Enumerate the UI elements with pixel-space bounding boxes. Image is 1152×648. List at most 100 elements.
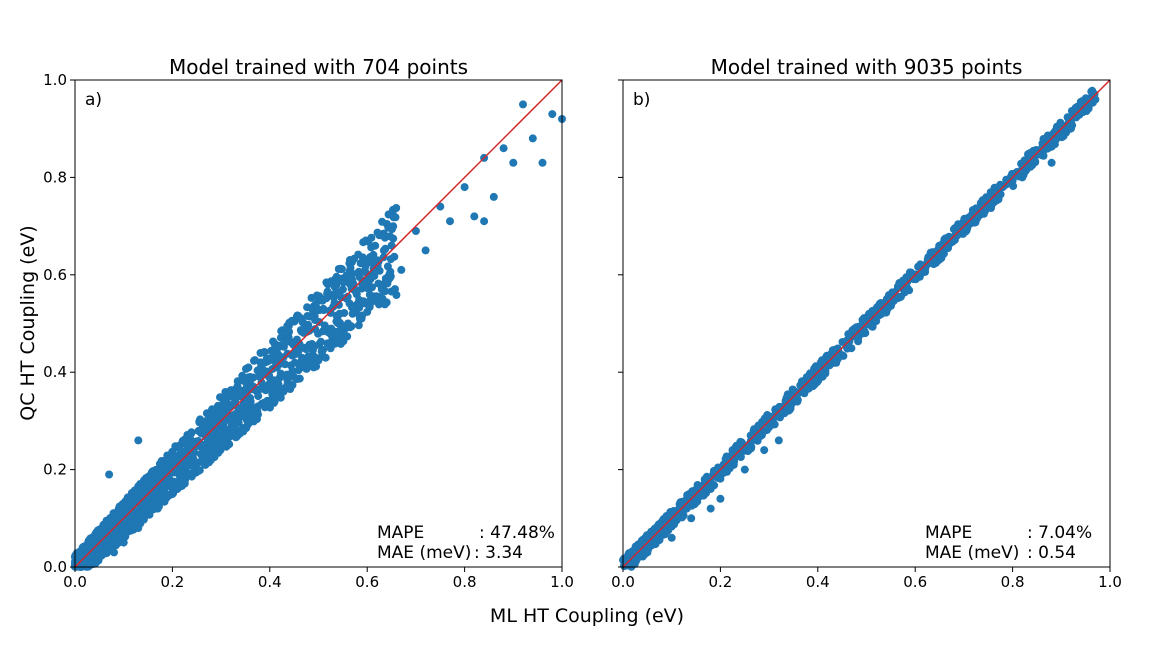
scatter-point — [740, 465, 749, 474]
scatter-point — [250, 356, 258, 365]
scatter-point — [219, 439, 228, 448]
scatter-point — [334, 300, 343, 309]
scatter-point — [861, 329, 869, 337]
scatter-point — [187, 429, 196, 438]
scatter-point — [299, 360, 308, 369]
scatter-point — [1017, 159, 1026, 168]
panel-b-ticks: 0.0 0.2 0.4 0.6 0.8 1.0 — [611, 79, 1122, 591]
scatter-point — [809, 382, 818, 391]
panel-a-mae-value: : 3.34 — [474, 543, 523, 563]
scatter-point — [716, 494, 725, 503]
scatter-point — [239, 412, 247, 421]
scatter-point — [1047, 158, 1056, 167]
x-tick-label: 0.8 — [1001, 573, 1025, 591]
scatter-point — [343, 332, 352, 341]
scatter-point — [348, 309, 357, 318]
scatter-point — [460, 183, 469, 192]
y-tick-label: 0.2 — [43, 461, 67, 479]
scatter-point — [990, 183, 999, 192]
scatter-point — [994, 193, 1003, 202]
panel-b-points — [619, 86, 1100, 571]
scatter-point — [100, 544, 109, 553]
scatter-point — [176, 467, 185, 476]
scatter-point — [202, 416, 211, 425]
scatter-point — [354, 321, 363, 330]
scatter-point — [386, 267, 395, 276]
scatter-point — [388, 225, 396, 234]
scatter-point — [896, 293, 905, 302]
scatter-point — [242, 364, 250, 373]
panel-a-ticks: 0.0 0.2 0.4 0.6 0.8 1.0 0.0 0.2 0.4 0.6 0.8 1.0 — [43, 71, 574, 591]
scatter-point — [119, 538, 128, 547]
scatter-point — [987, 204, 995, 212]
scatter-point — [847, 344, 856, 353]
scatter-point — [290, 373, 299, 382]
scatter-point — [145, 510, 154, 519]
scatter-point — [348, 303, 357, 312]
x-tick-label: 1.0 — [550, 573, 574, 591]
scatter-point — [346, 323, 355, 332]
scatter-point — [548, 110, 557, 119]
panel-b-mape-label: MAPE — [925, 523, 972, 543]
scatter-point — [319, 304, 328, 313]
scatter-point — [654, 525, 663, 533]
panel-b-mae-label: MAE (meV) — [925, 543, 1019, 563]
panel-a-mape-value: : 47.48% — [479, 523, 555, 543]
scatter-point — [173, 485, 182, 494]
scatter-point — [100, 524, 109, 532]
scatter-point — [239, 427, 248, 436]
panel-a-title: Model trained with 704 points — [169, 55, 468, 79]
scatter-point — [270, 397, 279, 406]
scatter-point — [173, 478, 182, 487]
scatter-point — [321, 353, 330, 362]
scatter-point — [311, 300, 320, 309]
scatter-point — [187, 472, 196, 481]
scatter-point — [134, 524, 143, 532]
scatter-point — [379, 229, 388, 238]
scatter-point — [144, 475, 153, 484]
panel-b: Model trained with 9035 points b) 0.0 0.2… — [611, 55, 1122, 591]
scatter-point — [290, 350, 299, 359]
scatter-point — [371, 241, 380, 250]
scatter-point — [480, 217, 489, 226]
scatter-point — [326, 344, 335, 353]
scatter-point — [774, 436, 783, 445]
scatter-point — [660, 527, 669, 536]
scatter-point — [113, 530, 122, 539]
scatter-point — [168, 447, 177, 456]
scatter-point — [227, 386, 236, 395]
scatter-point — [204, 450, 213, 459]
scatter-point — [284, 327, 293, 336]
scatter-point — [914, 262, 923, 271]
panel-a-mae-label: MAE (meV) — [377, 543, 471, 563]
panel-b-reference-line — [622, 79, 1111, 568]
scatter-point — [538, 158, 547, 167]
scatter-point — [850, 325, 859, 334]
scatter-point — [960, 214, 969, 223]
scatter-point — [265, 373, 273, 381]
scatter-point — [241, 377, 250, 386]
scatter-point — [687, 488, 696, 496]
scatter-point — [189, 454, 198, 463]
scatter-point — [149, 467, 158, 475]
scatter-point — [350, 254, 359, 263]
scatter-point — [446, 217, 454, 226]
scatter-point — [1059, 132, 1068, 140]
scatter-point — [326, 308, 335, 317]
scatter-point — [318, 296, 327, 305]
scatter-point — [251, 412, 260, 420]
scatter-point — [345, 280, 354, 289]
scatter-point — [211, 435, 220, 444]
scatter-point — [687, 514, 696, 523]
scatter-point — [509, 158, 518, 167]
scatter-point — [113, 524, 122, 533]
scatter-point — [195, 427, 204, 436]
scatter-point — [71, 554, 80, 563]
scatter-point — [255, 372, 263, 381]
scatter-point — [307, 360, 316, 369]
scatter-point — [288, 381, 297, 389]
scatter-point — [875, 300, 884, 309]
x-tick-label: 0.4 — [258, 573, 282, 591]
scatter-point — [391, 213, 400, 222]
